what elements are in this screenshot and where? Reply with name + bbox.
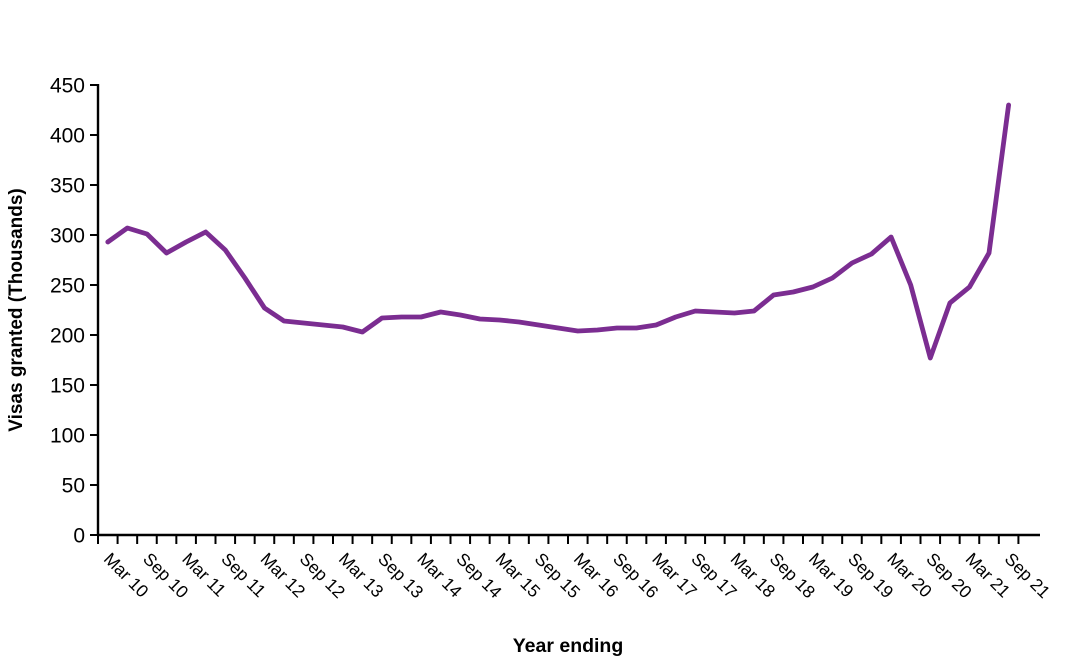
- y-axis-tick-label: 200: [50, 325, 85, 348]
- x-axis-tick-label: Sep 21: [1001, 549, 1054, 602]
- y-axis-tick-label: 150: [50, 375, 85, 398]
- y-axis-tick-label: 350: [50, 175, 85, 198]
- y-axis-tick-label: 50: [62, 475, 85, 498]
- y-axis-tick-label: 400: [50, 125, 85, 148]
- y-axis-tick-label: 250: [50, 275, 85, 298]
- x-axis-title: Year ending: [513, 635, 624, 657]
- y-axis-tick-label: 100: [50, 425, 85, 448]
- y-axis-tick-label: 450: [50, 75, 85, 98]
- y-axis-tick-label: 0: [73, 525, 85, 548]
- y-axis-tick-label: 300: [50, 225, 85, 248]
- series-line-visas-granted: [105, 102, 1011, 361]
- y-axis-title: Visas granted (Thousands): [6, 188, 27, 432]
